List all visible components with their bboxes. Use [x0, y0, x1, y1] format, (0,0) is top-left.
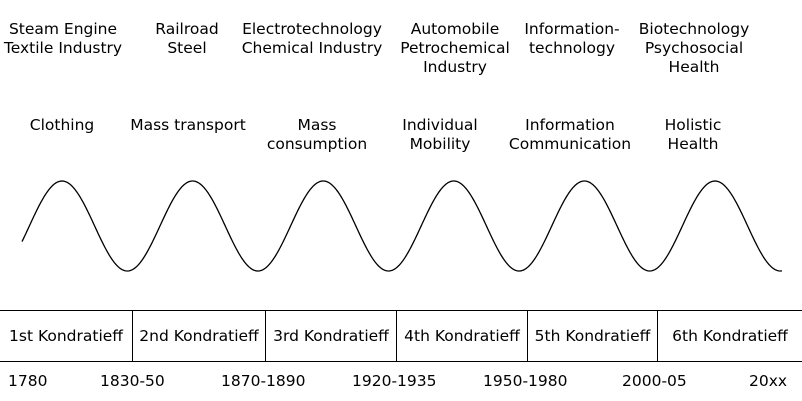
need-label-1: Clothing — [10, 116, 114, 135]
need-line: Mobility — [409, 135, 471, 153]
need-label-3: Mass consumption — [262, 116, 372, 154]
year-label: 2000-05 — [622, 372, 687, 390]
need-label-2: Mass transport — [124, 116, 252, 135]
kondratieff-label: 5th Kondratieff — [534, 327, 651, 345]
industry-line: Biotechnology — [638, 20, 750, 38]
industry-line: Information- — [524, 20, 620, 38]
kondratieff-label: 1st Kondratieff — [9, 327, 123, 345]
industry-line: Textile Industry — [3, 39, 123, 57]
industry-label-1: Steam Engine Textile Industry — [0, 20, 126, 58]
kondratieff-label: 2nd Kondratieff — [139, 327, 259, 345]
industry-line: Petrochemical — [400, 39, 510, 57]
year-label: 1920-1935 — [352, 372, 437, 390]
need-line: Mass transport — [130, 116, 246, 134]
kondratieff-label: 4th Kondratieff — [404, 327, 520, 345]
industry-label-3: Electrotechnology Chemical Industry — [236, 20, 388, 58]
need-line: Individual — [402, 116, 478, 134]
kondratieff-2: 2nd Kondratieff — [132, 310, 265, 362]
industry-line: technology — [528, 39, 616, 57]
year-label: 20xx — [749, 372, 788, 390]
need-line: Clothing — [29, 116, 95, 134]
kondratieff-label: 6th Kondratieff — [672, 327, 788, 345]
kondratieff-3: 3rd Kondratieff — [265, 310, 396, 362]
industry-line: Steel — [167, 39, 207, 57]
industry-line: Electrotechnology — [242, 20, 382, 38]
year-label: 1950-1980 — [483, 372, 568, 390]
need-line: Information — [525, 116, 615, 134]
kondratieff-1: 1st Kondratieff — [0, 310, 132, 362]
year-label: 1870-1890 — [221, 372, 306, 390]
industry-label-4: Automobile Petrochemical Industry — [396, 20, 514, 77]
need-label-6: Holistic Health — [646, 116, 740, 154]
year-label: 1780 — [8, 372, 48, 390]
need-line: consumption — [266, 135, 368, 153]
need-line: Health — [667, 135, 719, 153]
need-line: Holistic — [664, 116, 722, 134]
industry-line: Psychosocial — [644, 39, 744, 57]
industry-line: Automobile — [410, 20, 500, 38]
need-line: Communication — [508, 135, 632, 153]
need-label-4: Individual Mobility — [392, 116, 488, 154]
industry-line: Railroad — [155, 20, 219, 38]
industry-label-6: Biotechnology Psychosocial Health — [634, 20, 754, 77]
kondratieff-label: 3rd Kondratieff — [273, 327, 389, 345]
industry-line: Health — [668, 58, 720, 76]
industry-label-2: Railroad Steel — [140, 20, 234, 58]
industry-line: Chemical Industry — [241, 39, 383, 57]
kondratieff-5: 5th Kondratieff — [527, 310, 657, 362]
industry-line: Steam Engine — [8, 20, 118, 38]
need-line: Mass — [297, 116, 337, 134]
kondratieff-4: 4th Kondratieff — [396, 310, 527, 362]
industry-label-5: Information- technology — [516, 20, 628, 58]
need-label-5: Information Communication — [502, 116, 638, 154]
kondratieff-6: 6th Kondratieff — [657, 310, 802, 362]
year-label: 1830-50 — [100, 372, 165, 390]
wave-curve — [21, 180, 783, 272]
industry-line: Industry — [423, 58, 487, 76]
